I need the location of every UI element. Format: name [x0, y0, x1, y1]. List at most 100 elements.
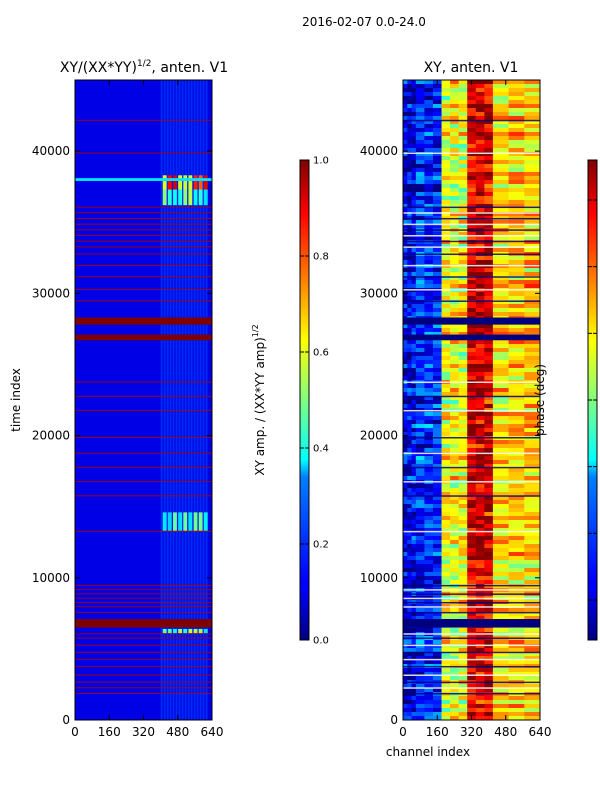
panel2-cell	[403, 360, 408, 365]
panel2-cell	[492, 468, 510, 473]
panel2-cell	[424, 112, 434, 117]
panel2-cell	[415, 572, 425, 577]
panel2-cell	[492, 208, 510, 213]
panel2-cell	[508, 268, 525, 273]
panel2-cell	[492, 212, 510, 217]
panel2-flagged-band	[403, 317, 540, 325]
panel2-cell	[450, 508, 460, 513]
panel2-flag-line	[403, 206, 540, 209]
panel2-cell	[475, 88, 485, 93]
panel2-cell	[508, 616, 525, 621]
panel2-cell	[492, 352, 510, 357]
panel2-cell	[407, 564, 413, 569]
panel2-cell	[508, 140, 525, 145]
panel2-cell	[424, 332, 434, 337]
panel2-cell	[508, 648, 525, 653]
panel2-cell	[475, 460, 485, 465]
panel2-cell	[403, 660, 408, 665]
panel2-cell	[403, 256, 408, 261]
panel2-cell	[432, 84, 443, 89]
panel2-cell	[508, 184, 525, 189]
panel2-cell	[508, 472, 525, 477]
panel2-cell	[450, 368, 460, 373]
panel2-cell	[441, 568, 451, 573]
panel2-cell	[450, 520, 460, 525]
panel2-cell	[524, 80, 540, 85]
panel2-cell	[403, 204, 408, 209]
panel2-cell	[524, 456, 540, 461]
panel2-cell	[467, 388, 477, 393]
panel2-cell	[441, 512, 451, 517]
panel2-cell	[508, 460, 525, 465]
panel2-cell	[441, 168, 451, 173]
panel2-cell	[508, 708, 525, 713]
panel2-cell	[475, 312, 485, 317]
panel2-cell	[508, 84, 525, 89]
panel2-cell	[415, 540, 425, 545]
panel2-cell	[441, 116, 451, 121]
panel2-cell	[484, 300, 494, 305]
panel2-cell	[524, 552, 540, 557]
panel2-cell	[403, 160, 408, 165]
panel2-cell	[484, 248, 494, 253]
panel1-flag-line	[75, 409, 212, 411]
panel2-cell	[411, 220, 417, 225]
panel2-cell	[492, 520, 510, 525]
panel2-cell	[492, 140, 510, 145]
panel2-cell	[492, 124, 510, 129]
panel2-cell	[492, 164, 510, 169]
panel2-cell	[508, 376, 525, 381]
panel2-cell	[441, 192, 451, 197]
panel2-cell	[450, 464, 460, 469]
panel2-cell	[403, 552, 408, 557]
panel2-flag-line	[403, 665, 540, 668]
panel1-flag-line	[75, 152, 212, 154]
panel2-cell	[524, 176, 540, 181]
panel2-cell	[407, 416, 413, 421]
panel2-cell	[467, 356, 477, 361]
panel2-cell	[475, 424, 485, 429]
panel2-cell	[441, 420, 451, 425]
panel2-cell	[411, 580, 417, 585]
panel2-cell	[492, 500, 510, 505]
panel2-cell	[403, 544, 408, 549]
panel2-cell	[415, 140, 425, 145]
panel2-cell	[508, 712, 525, 717]
panel2-cell	[475, 124, 485, 129]
panel2-cell	[450, 712, 460, 717]
panel1-x-ticks: 0 160 320 480 640	[71, 80, 223, 739]
panel2-cell	[415, 220, 425, 225]
panel1-bright-patch	[162, 628, 167, 634]
panel2-cell	[411, 656, 417, 661]
panel2-cell	[458, 332, 468, 337]
panel2-cell	[484, 544, 494, 549]
panel1-xtick-label: 480	[166, 725, 189, 739]
panel2-cell	[508, 260, 525, 265]
panel2-cell	[450, 284, 460, 289]
panel2-cell	[524, 532, 540, 537]
panel2-cell	[467, 192, 477, 197]
panel2-cell	[475, 200, 485, 205]
panel2-cell	[432, 660, 443, 665]
panel2-cell	[458, 572, 468, 577]
panel2-cell	[424, 452, 434, 457]
panel2-cell	[524, 412, 540, 417]
panel2-cell	[407, 468, 413, 473]
panel2-cell	[524, 660, 540, 665]
panel2-cell	[450, 516, 460, 521]
panel2-cell	[424, 108, 434, 113]
panel2-cell	[458, 452, 468, 457]
panel2-cell	[407, 576, 413, 581]
panel2-cell	[450, 384, 460, 389]
panel2-cell	[492, 516, 510, 521]
panel2-cell	[403, 144, 408, 149]
panel2-cell	[484, 276, 494, 281]
panel2-cell	[424, 212, 434, 217]
panel2-cell	[424, 532, 434, 537]
panel2-cell	[484, 220, 494, 225]
panel2-cell	[407, 424, 413, 429]
panel2-cell	[450, 80, 460, 85]
panel2-cell	[403, 564, 408, 569]
panel2-cell	[467, 340, 477, 345]
panel2-cell	[407, 236, 413, 241]
